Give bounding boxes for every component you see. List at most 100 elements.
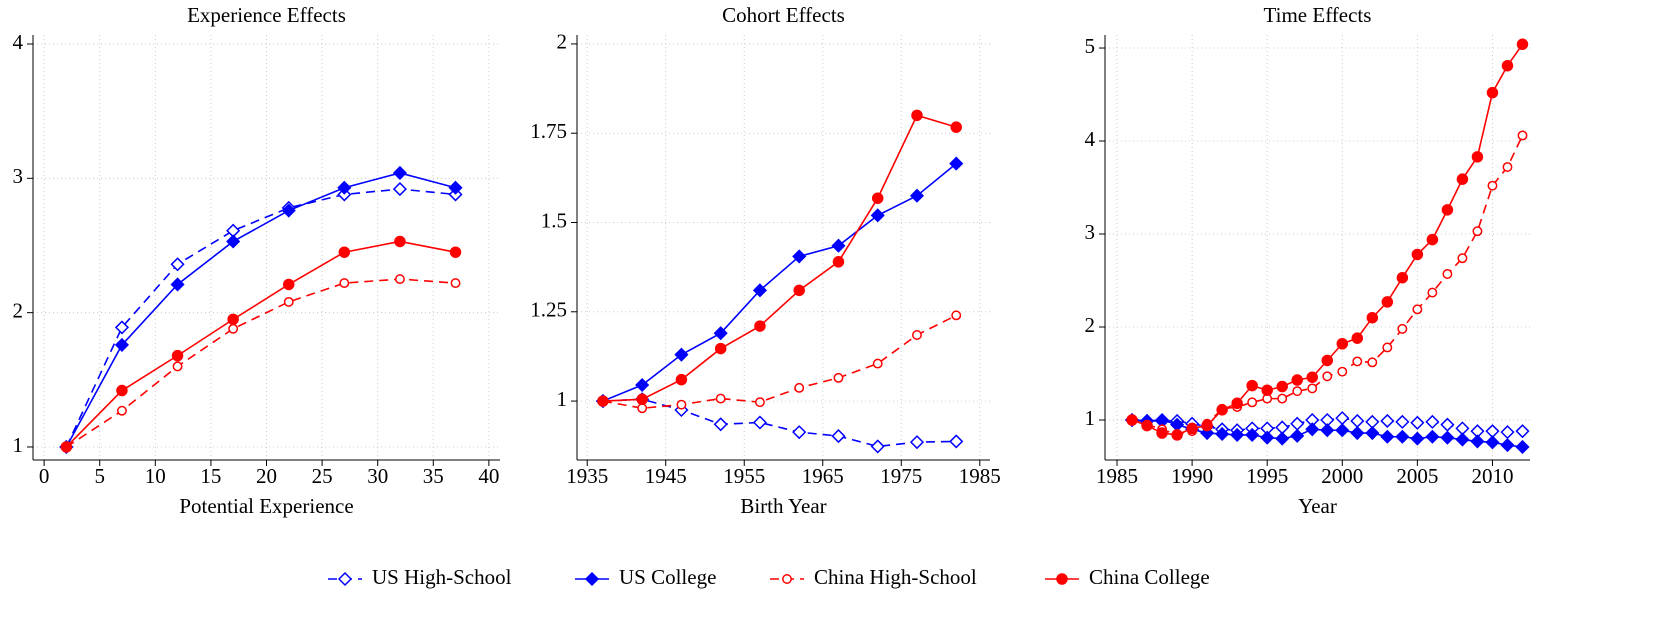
x-tick-label: 1965: [802, 464, 844, 488]
marker: [1427, 287, 1438, 298]
marker: [1380, 429, 1395, 444]
marker: [1307, 383, 1318, 394]
marker: [870, 208, 885, 223]
marker: [637, 403, 648, 414]
marker: [1275, 431, 1290, 446]
x-tick-label: 25: [312, 464, 333, 488]
marker: [172, 361, 183, 372]
marker: [870, 439, 885, 454]
marker: [831, 238, 846, 253]
marker: [1247, 397, 1258, 408]
x-axis-title: Year: [1298, 494, 1337, 518]
marker: [1367, 357, 1378, 368]
panel-title: Cohort Effects: [722, 3, 845, 27]
legend-marker: [584, 571, 600, 587]
y-tick-label: 2: [557, 30, 568, 54]
marker: [1397, 323, 1408, 334]
marker: [394, 274, 405, 285]
marker: [1246, 379, 1258, 392]
x-tick-label: 40: [478, 464, 499, 488]
marker: [117, 405, 127, 416]
marker: [170, 257, 185, 272]
marker: [1171, 429, 1183, 441]
x-axis-title: Birth Year: [740, 494, 826, 518]
marker: [752, 283, 768, 298]
marker: [448, 180, 463, 195]
marker: [1292, 386, 1303, 397]
marker: [226, 234, 241, 249]
marker: [392, 165, 407, 181]
marker: [714, 342, 727, 355]
marker: [170, 277, 185, 292]
marker: [1366, 311, 1379, 324]
marker: [1425, 414, 1440, 429]
marker: [339, 278, 350, 289]
marker: [1215, 426, 1230, 442]
x-tick-label: 2010: [1471, 464, 1513, 488]
marker: [1291, 374, 1303, 386]
marker: [1335, 423, 1350, 438]
marker: [754, 397, 765, 408]
marker: [950, 121, 962, 133]
marker: [1471, 151, 1484, 163]
marker: [636, 393, 648, 406]
series-line: [65, 240, 456, 448]
marker: [1395, 414, 1410, 429]
marker: [1500, 425, 1515, 440]
marker: [1470, 434, 1485, 449]
marker: [1515, 439, 1530, 455]
y-tick-label: 4: [13, 30, 24, 54]
marker: [597, 395, 609, 407]
marker: [1395, 429, 1410, 444]
marker: [1201, 419, 1213, 432]
marker: [1350, 425, 1365, 441]
x-tick-label: 1945: [645, 464, 687, 488]
marker: [1337, 366, 1348, 377]
marker: [1276, 380, 1288, 393]
marker: [1411, 248, 1424, 261]
x-tick-label: 1985: [1096, 464, 1138, 488]
y-tick-label: 3: [13, 164, 24, 188]
marker: [114, 337, 130, 352]
panel-title: Time Effects: [1264, 3, 1372, 27]
marker: [1442, 269, 1453, 279]
series-line: [65, 172, 456, 448]
marker: [1141, 419, 1153, 432]
marker: [394, 235, 406, 248]
legend-marker: [337, 571, 353, 587]
marker: [1350, 413, 1365, 429]
marker: [283, 296, 294, 307]
legend-label: US College: [619, 565, 716, 589]
marker: [1156, 427, 1168, 439]
marker: [674, 347, 689, 362]
x-axis-title: Potential Experience: [179, 494, 353, 518]
x-tick-label: 1990: [1171, 464, 1213, 488]
x-tick-label: 0: [39, 464, 50, 488]
marker: [449, 246, 462, 258]
marker: [338, 246, 351, 258]
marker: [1230, 427, 1245, 442]
marker: [1425, 429, 1440, 444]
marker: [227, 313, 239, 326]
marker: [872, 358, 883, 369]
x-tick-label: 35: [423, 464, 444, 488]
marker: [1381, 296, 1394, 308]
marker: [792, 249, 807, 264]
legend-label: China College: [1089, 565, 1210, 589]
marker: [1441, 204, 1454, 216]
y-tick-label: 2: [13, 298, 24, 322]
marker: [281, 203, 296, 218]
marker: [713, 326, 728, 341]
marker: [1455, 432, 1470, 447]
marker: [871, 192, 884, 204]
marker: [1426, 233, 1439, 246]
marker: [1487, 180, 1498, 191]
x-tick-label: 1935: [566, 464, 608, 488]
x-tick-label: 20: [256, 464, 277, 488]
marker: [1277, 393, 1288, 404]
marker: [635, 377, 650, 393]
y-tick-label: 1.5: [541, 208, 567, 232]
marker: [337, 180, 352, 195]
legend-label: China High-School: [814, 565, 977, 589]
